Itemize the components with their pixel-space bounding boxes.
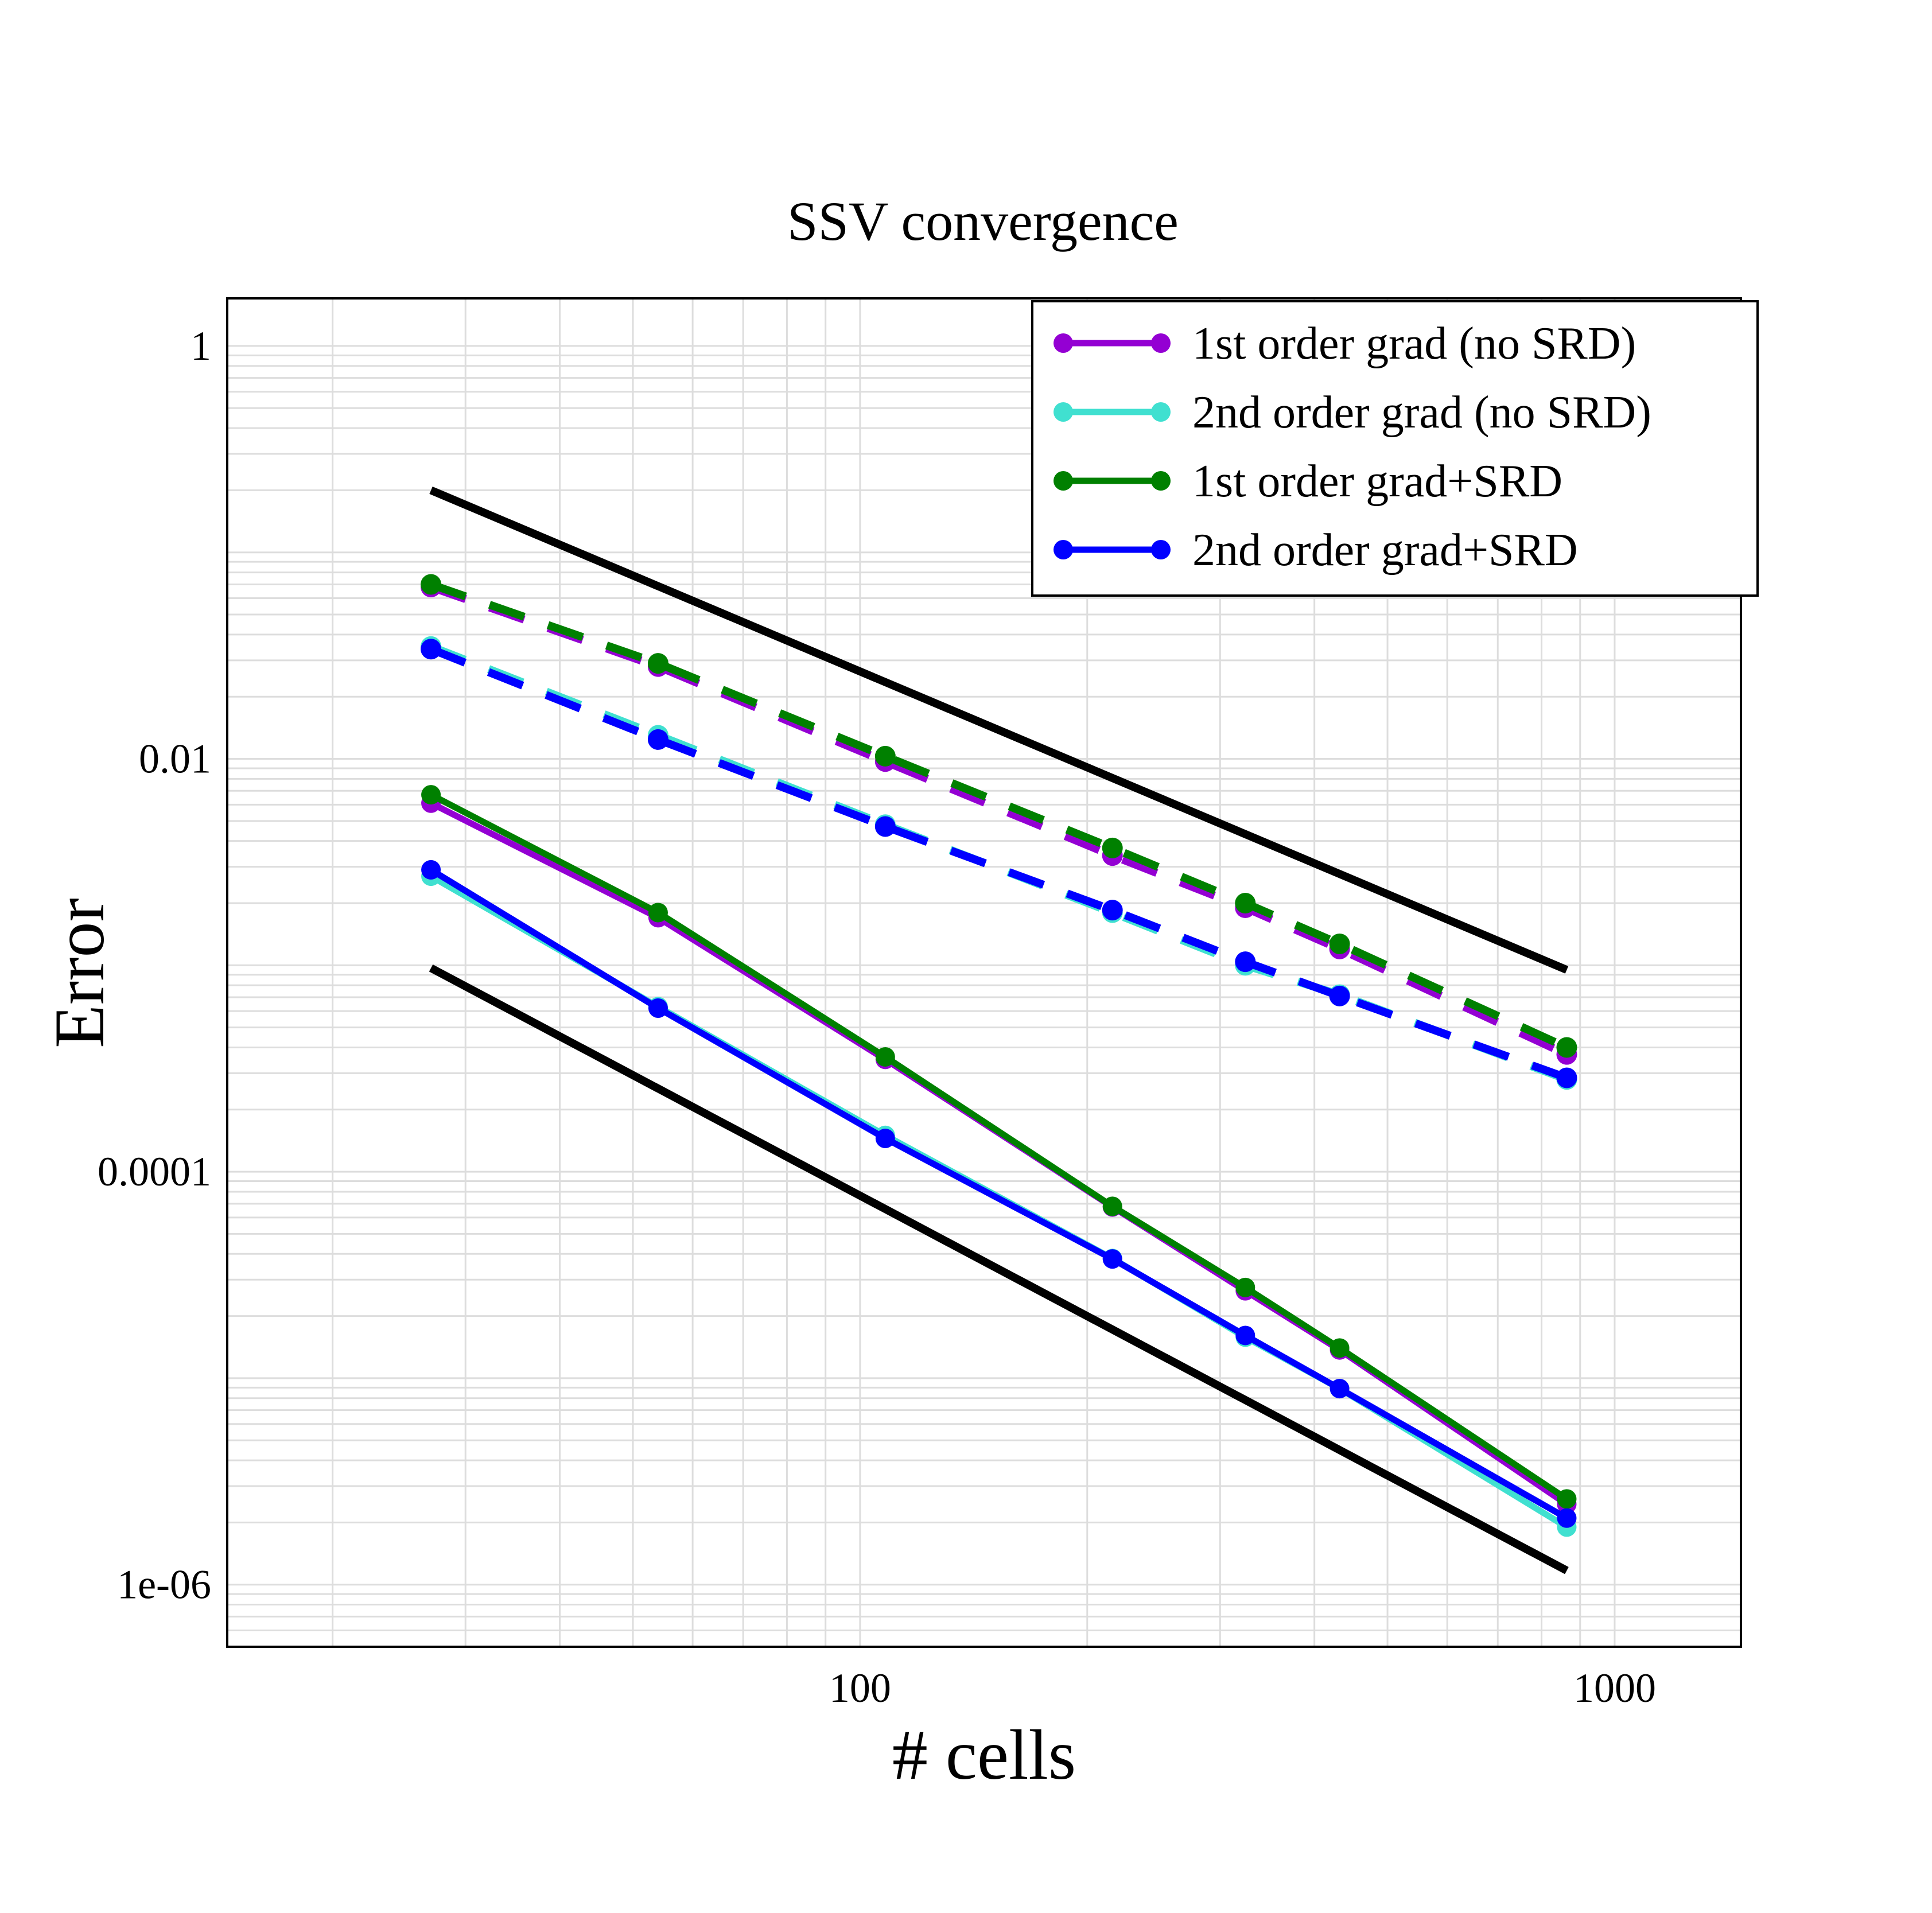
data-point	[1235, 892, 1256, 913]
reference-line	[429, 486, 1569, 974]
data-point	[1330, 1338, 1350, 1358]
data-point	[1102, 1196, 1122, 1216]
legend-marker	[1151, 540, 1171, 559]
data-point	[647, 653, 668, 674]
x-axis-label: # cells	[892, 1716, 1076, 1794]
plot-frame	[226, 297, 1742, 1648]
data-point	[648, 903, 668, 923]
data-point	[875, 1047, 895, 1067]
data-point	[421, 574, 442, 595]
data-point	[1556, 1037, 1577, 1058]
data-point	[1102, 1249, 1122, 1269]
y-axis-label: Error	[40, 898, 119, 1048]
x-tick-label: 1000	[1573, 1665, 1656, 1711]
data-point	[1102, 837, 1123, 858]
data-point	[1557, 1489, 1577, 1509]
legend-label: 1st order grad (no SRD)	[1192, 318, 1636, 369]
data-point	[1235, 1325, 1255, 1346]
legend-label: 2nd order grad (no SRD)	[1192, 387, 1651, 438]
data-point	[1102, 900, 1123, 921]
data-point	[874, 745, 896, 767]
data-point	[1329, 985, 1350, 1006]
legend-marker	[1054, 333, 1073, 353]
y-tick-label: 0.0001	[98, 1149, 211, 1195]
data-point	[421, 639, 442, 660]
data-point	[1329, 933, 1350, 954]
chart-title: SSV convergence	[787, 190, 1179, 252]
legend: 1st order grad (no SRD) 2nd order grad (n…	[1031, 300, 1759, 597]
y-tick-label: 1	[191, 323, 211, 369]
data-point	[1235, 1277, 1255, 1297]
legend-marker	[1054, 540, 1073, 559]
data-point	[1330, 1379, 1350, 1399]
x-tick-label: 100	[829, 1665, 891, 1711]
legend-marker	[1151, 471, 1171, 491]
data-point	[421, 860, 441, 880]
legend-marker	[1151, 333, 1171, 353]
data-point	[875, 1129, 895, 1149]
data-point	[874, 816, 896, 837]
legend-marker	[1054, 471, 1073, 491]
y-tick-label: 0.01	[139, 736, 211, 782]
reference-lines	[429, 486, 1569, 1574]
legend-marker	[1151, 402, 1171, 422]
data-point	[1235, 951, 1256, 973]
legend-marker	[1054, 402, 1073, 422]
legend-items: 1st order grad (no SRD) 2nd order grad (n…	[1054, 318, 1651, 576]
legend-label: 2nd order grad+SRD	[1192, 525, 1578, 576]
data-point	[421, 785, 441, 805]
data-point	[647, 729, 668, 750]
legend-label: 1st order grad+SRD	[1192, 456, 1562, 507]
data-series	[421, 574, 1577, 1537]
data-point	[1557, 1508, 1577, 1528]
tick-labels: 100 1000 1 0.01 0.0001 1e-06	[98, 323, 1656, 1711]
y-tick-label: 1e-06	[117, 1562, 211, 1608]
data-point	[1556, 1067, 1577, 1088]
data-point	[648, 998, 668, 1018]
reference-line	[429, 964, 1569, 1574]
